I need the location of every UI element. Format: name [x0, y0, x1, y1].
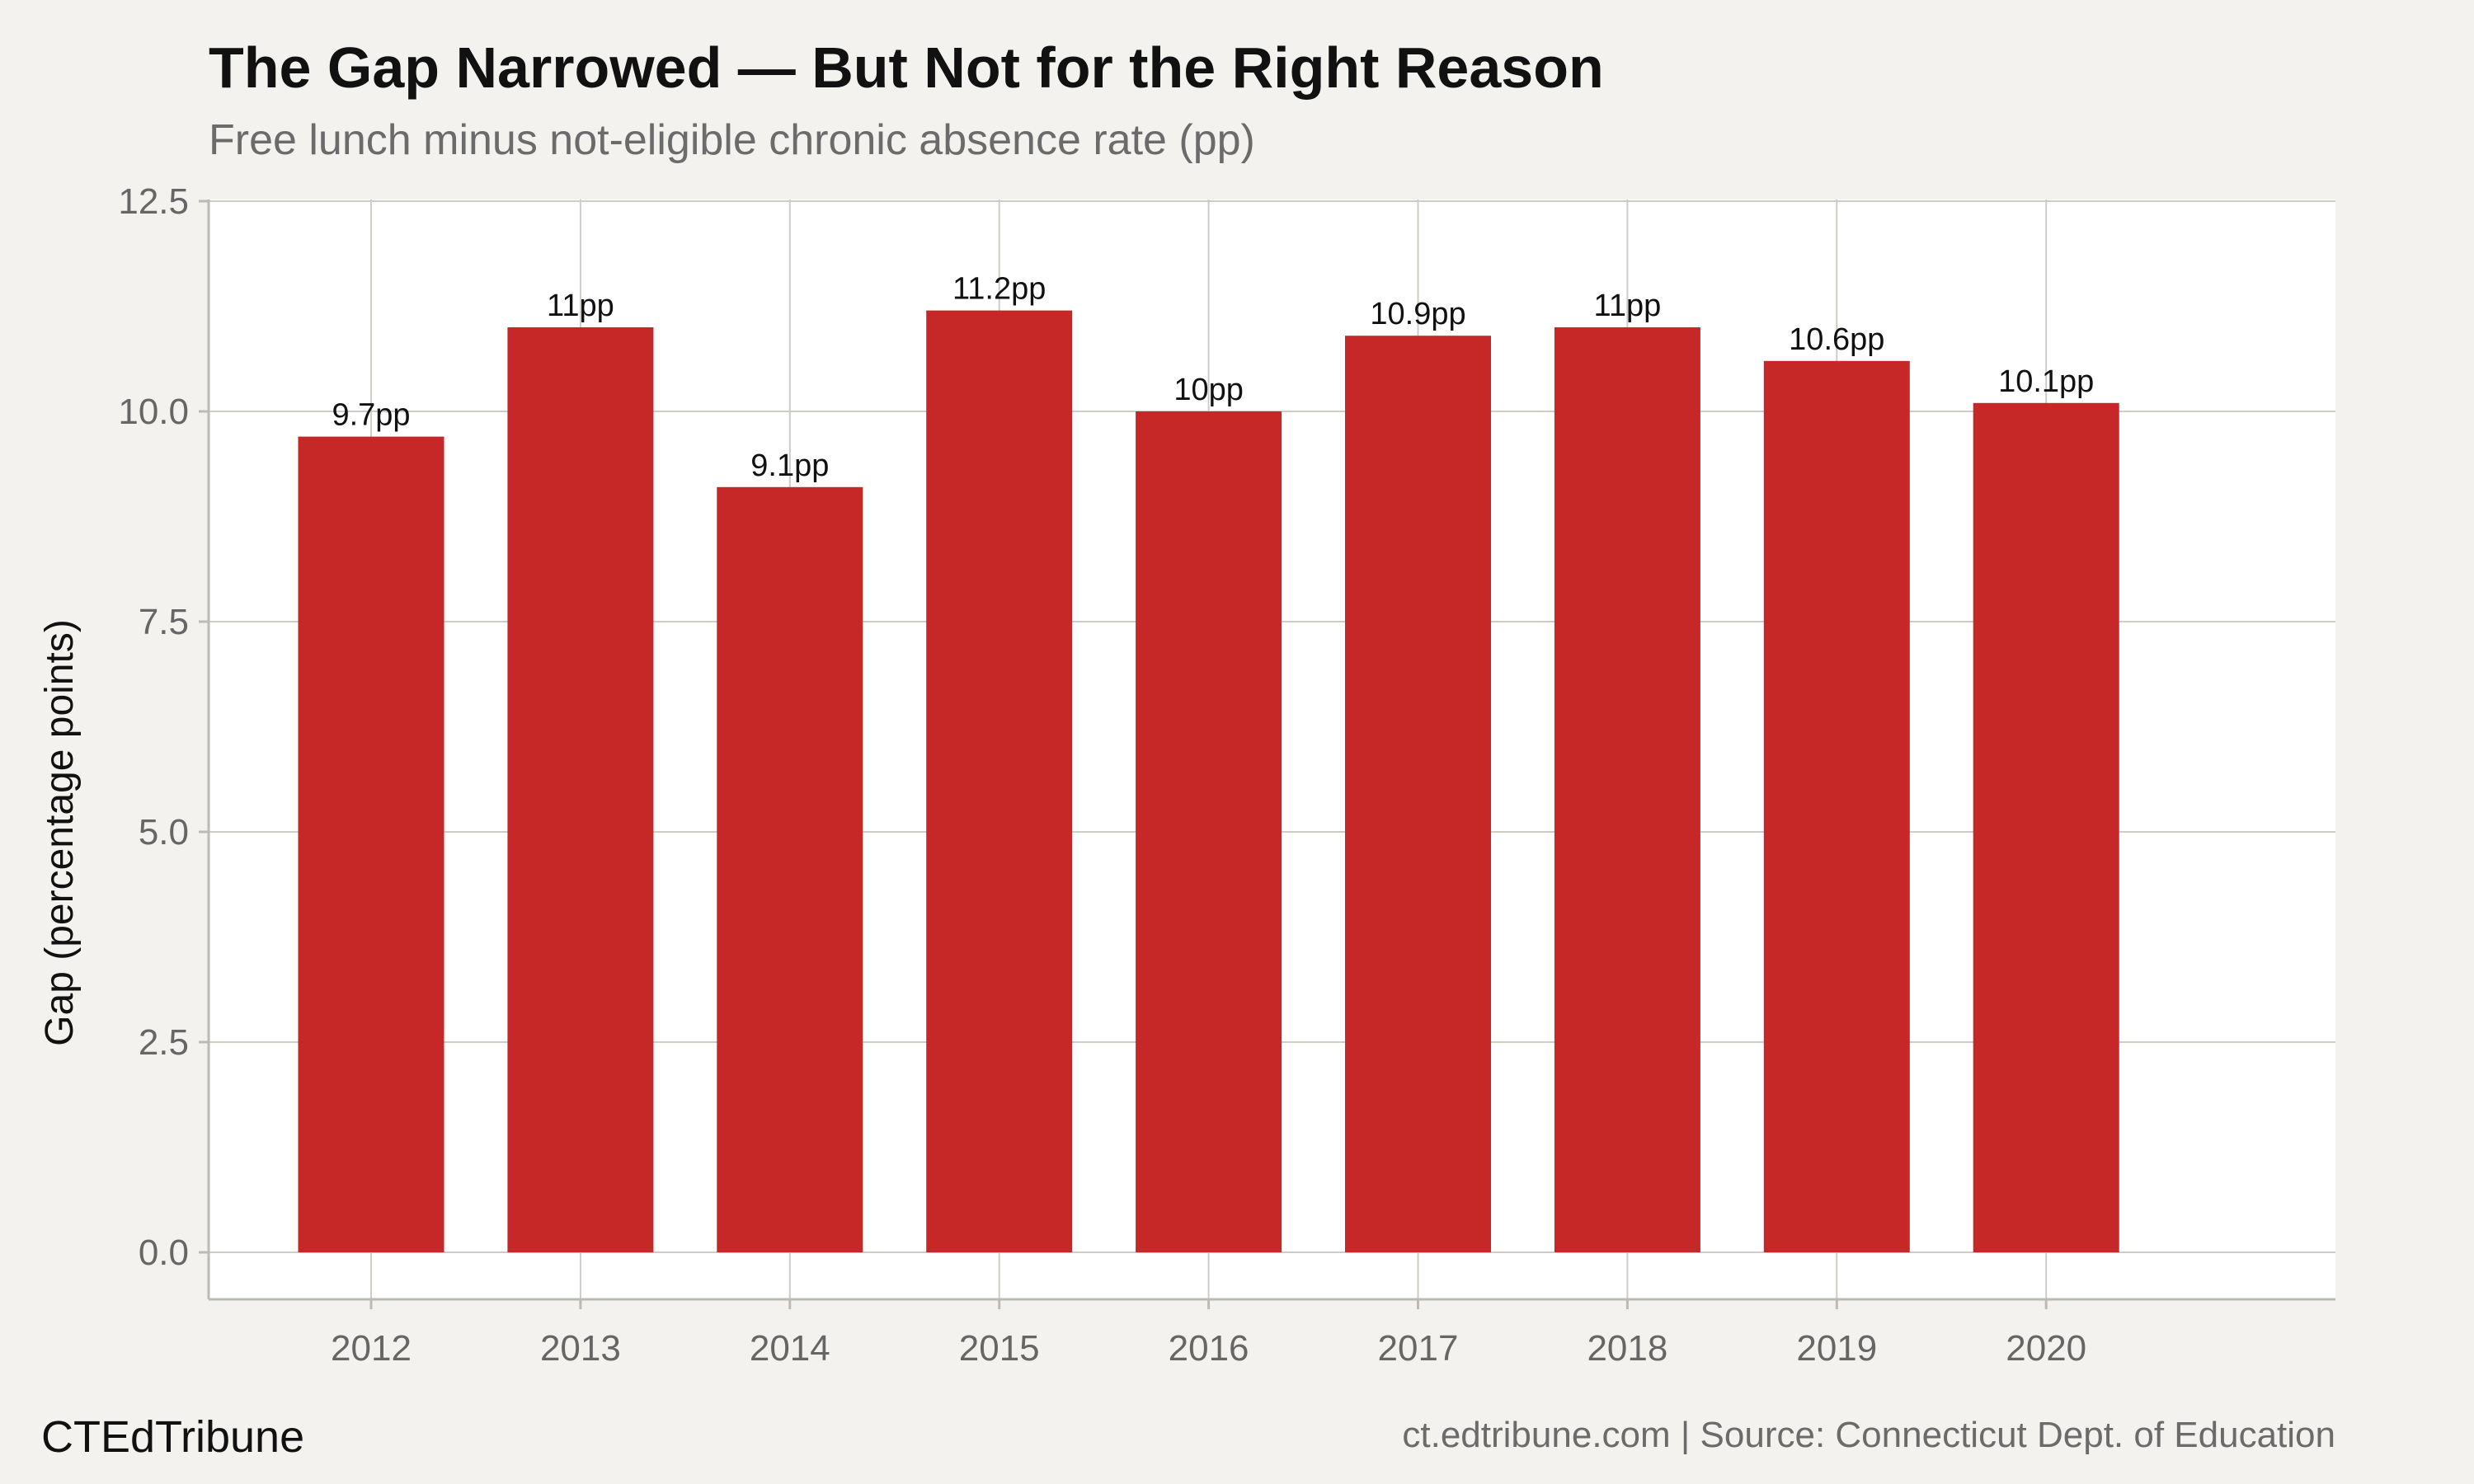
x-tick-label: 2014: [750, 1328, 830, 1369]
y-tick-label: 7.5: [139, 602, 189, 642]
data-label-2014: 9.1pp: [750, 448, 829, 483]
chart-subtitle: Free lunch minus not-eligible chronic ab…: [209, 116, 1255, 164]
bar-2014: [717, 486, 863, 1252]
bar-2018: [1554, 327, 1700, 1252]
source-credit: ct.edtribune.com | Source: Connecticut D…: [1402, 1415, 2335, 1455]
x-tick-label: 2020: [2006, 1328, 2086, 1369]
bar-2017: [1345, 336, 1491, 1253]
y-tick-label: 0.0: [139, 1233, 189, 1273]
data-label-2018: 11pp: [1594, 289, 1662, 323]
axes: 0.0 2.5 5.0 7.5 10.0 12.5 2012 2013 2014 2015 2016…: [118, 181, 2335, 1369]
data-label-2019: 10.6pp: [1789, 322, 1884, 357]
y-tick-label: 5.0: [139, 812, 189, 852]
data-label-2017: 10.9pp: [1370, 297, 1465, 331]
data-labels: 9.7pp 11pp 9.1pp 11.2pp 10pp 10.9pp 11pp 10.6pp…: [332, 272, 2094, 483]
y-tick-label: 2.5: [139, 1022, 189, 1063]
y-axis-label: Gap (percentage points): [38, 619, 82, 1046]
data-label-2016: 10pp: [1174, 373, 1244, 407]
y-tick-label: 10.0: [118, 392, 189, 432]
bar-2012: [298, 436, 444, 1252]
y-tick-label: 12.5: [118, 181, 189, 222]
x-tick-label: 2012: [331, 1328, 412, 1369]
bar-2020: [1973, 402, 2119, 1252]
x-tick-label: 2019: [1796, 1328, 1877, 1369]
x-tick-label: 2018: [1587, 1328, 1667, 1369]
data-label-2020: 10.1pp: [1998, 364, 2094, 399]
x-tick-label: 2015: [959, 1328, 1040, 1369]
brand-logo-text: CTEdTribune: [41, 1412, 305, 1462]
data-label-2015: 11.2pp: [952, 272, 1046, 307]
bars: [298, 310, 2119, 1253]
x-tick-label: 2017: [1378, 1328, 1459, 1369]
data-label-2012: 9.7pp: [332, 398, 410, 433]
data-label-2013: 11pp: [547, 289, 614, 323]
x-tick-label: 2016: [1169, 1328, 1249, 1369]
x-tick-label: 2013: [540, 1328, 621, 1369]
bar-2019: [1763, 360, 1910, 1252]
bar-2013: [507, 327, 654, 1252]
bar-2015: [926, 310, 1073, 1253]
bar-2016: [1136, 411, 1282, 1252]
chart-title: The Gap Narrowed — But Not for the Right…: [209, 35, 1604, 100]
